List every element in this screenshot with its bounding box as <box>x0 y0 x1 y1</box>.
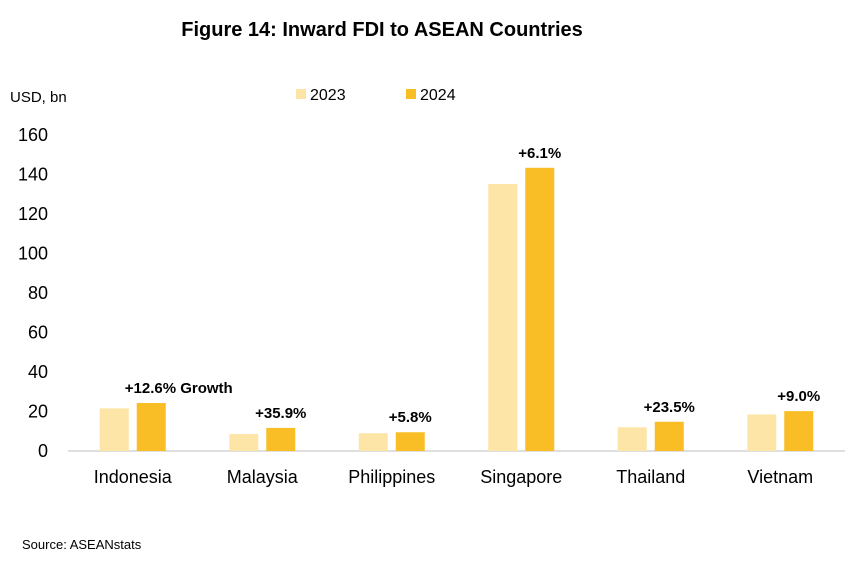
category-label: Thailand <box>616 467 685 487</box>
category-label: Philippines <box>348 467 435 487</box>
y-tick-label: 20 <box>28 402 48 422</box>
growth-annotation: +35.9% <box>255 405 306 422</box>
x-axis-categories: Indonesia Malaysia Philippines Singapore Tha… <box>94 467 813 487</box>
legend-swatch-2024 <box>406 89 416 99</box>
bar-2024-indonesia <box>136 403 166 451</box>
y-axis-label: USD, bn <box>10 89 67 106</box>
y-tick-label: 60 <box>28 323 48 343</box>
y-tick-label: 0 <box>38 441 48 461</box>
growth-annotation: +6.1% <box>518 145 561 162</box>
source-note: Source: ASEANstats <box>22 537 142 552</box>
y-tick-label: 140 <box>18 165 48 185</box>
growth-annotation: +5.8% <box>389 409 432 426</box>
bar-2024-philippines <box>395 432 425 451</box>
category-label: Indonesia <box>94 467 173 487</box>
growth-annotation: +9.0% <box>777 388 820 405</box>
bar-2023-indonesia <box>99 408 129 451</box>
legend-label-2023: 2023 <box>310 87 346 104</box>
y-tick-label: 40 <box>28 362 48 382</box>
chart-title: Figure 14: Inward FDI to ASEAN Countries <box>181 19 583 41</box>
bar-2023-thailand <box>617 427 647 451</box>
bar-annotations: +12.6% Growth +35.9% +5.8% +6.1% +23.5% +9.0% <box>125 145 820 426</box>
category-label: Malaysia <box>227 467 299 487</box>
legend-swatch-2023 <box>296 89 306 99</box>
bar-2024-malaysia <box>266 427 296 451</box>
bar-2024-vietnam <box>784 411 814 451</box>
bar-2023-philippines <box>358 433 388 451</box>
bar-2023-malaysia <box>229 434 259 451</box>
y-tick-label: 160 <box>18 125 48 145</box>
bar-2023-vietnam <box>747 414 777 451</box>
legend: 2023 2024 <box>296 87 456 104</box>
legend-label-2024: 2024 <box>420 87 456 104</box>
bar-2024-thailand <box>654 421 684 451</box>
growth-annotation: +12.6% Growth <box>125 380 233 397</box>
y-tick-label: 80 <box>28 283 48 303</box>
category-label: Vietnam <box>747 467 813 487</box>
bar-2023-singapore <box>488 183 518 452</box>
category-label: Singapore <box>480 467 562 487</box>
y-axis-ticks: 0 20 40 60 80 100 120 140 160 <box>18 125 48 461</box>
bar-2024-singapore <box>525 167 555 451</box>
y-tick-label: 100 <box>18 244 48 264</box>
growth-annotation: +23.5% <box>644 399 695 416</box>
bars <box>99 167 814 452</box>
y-tick-label: 120 <box>18 204 48 224</box>
